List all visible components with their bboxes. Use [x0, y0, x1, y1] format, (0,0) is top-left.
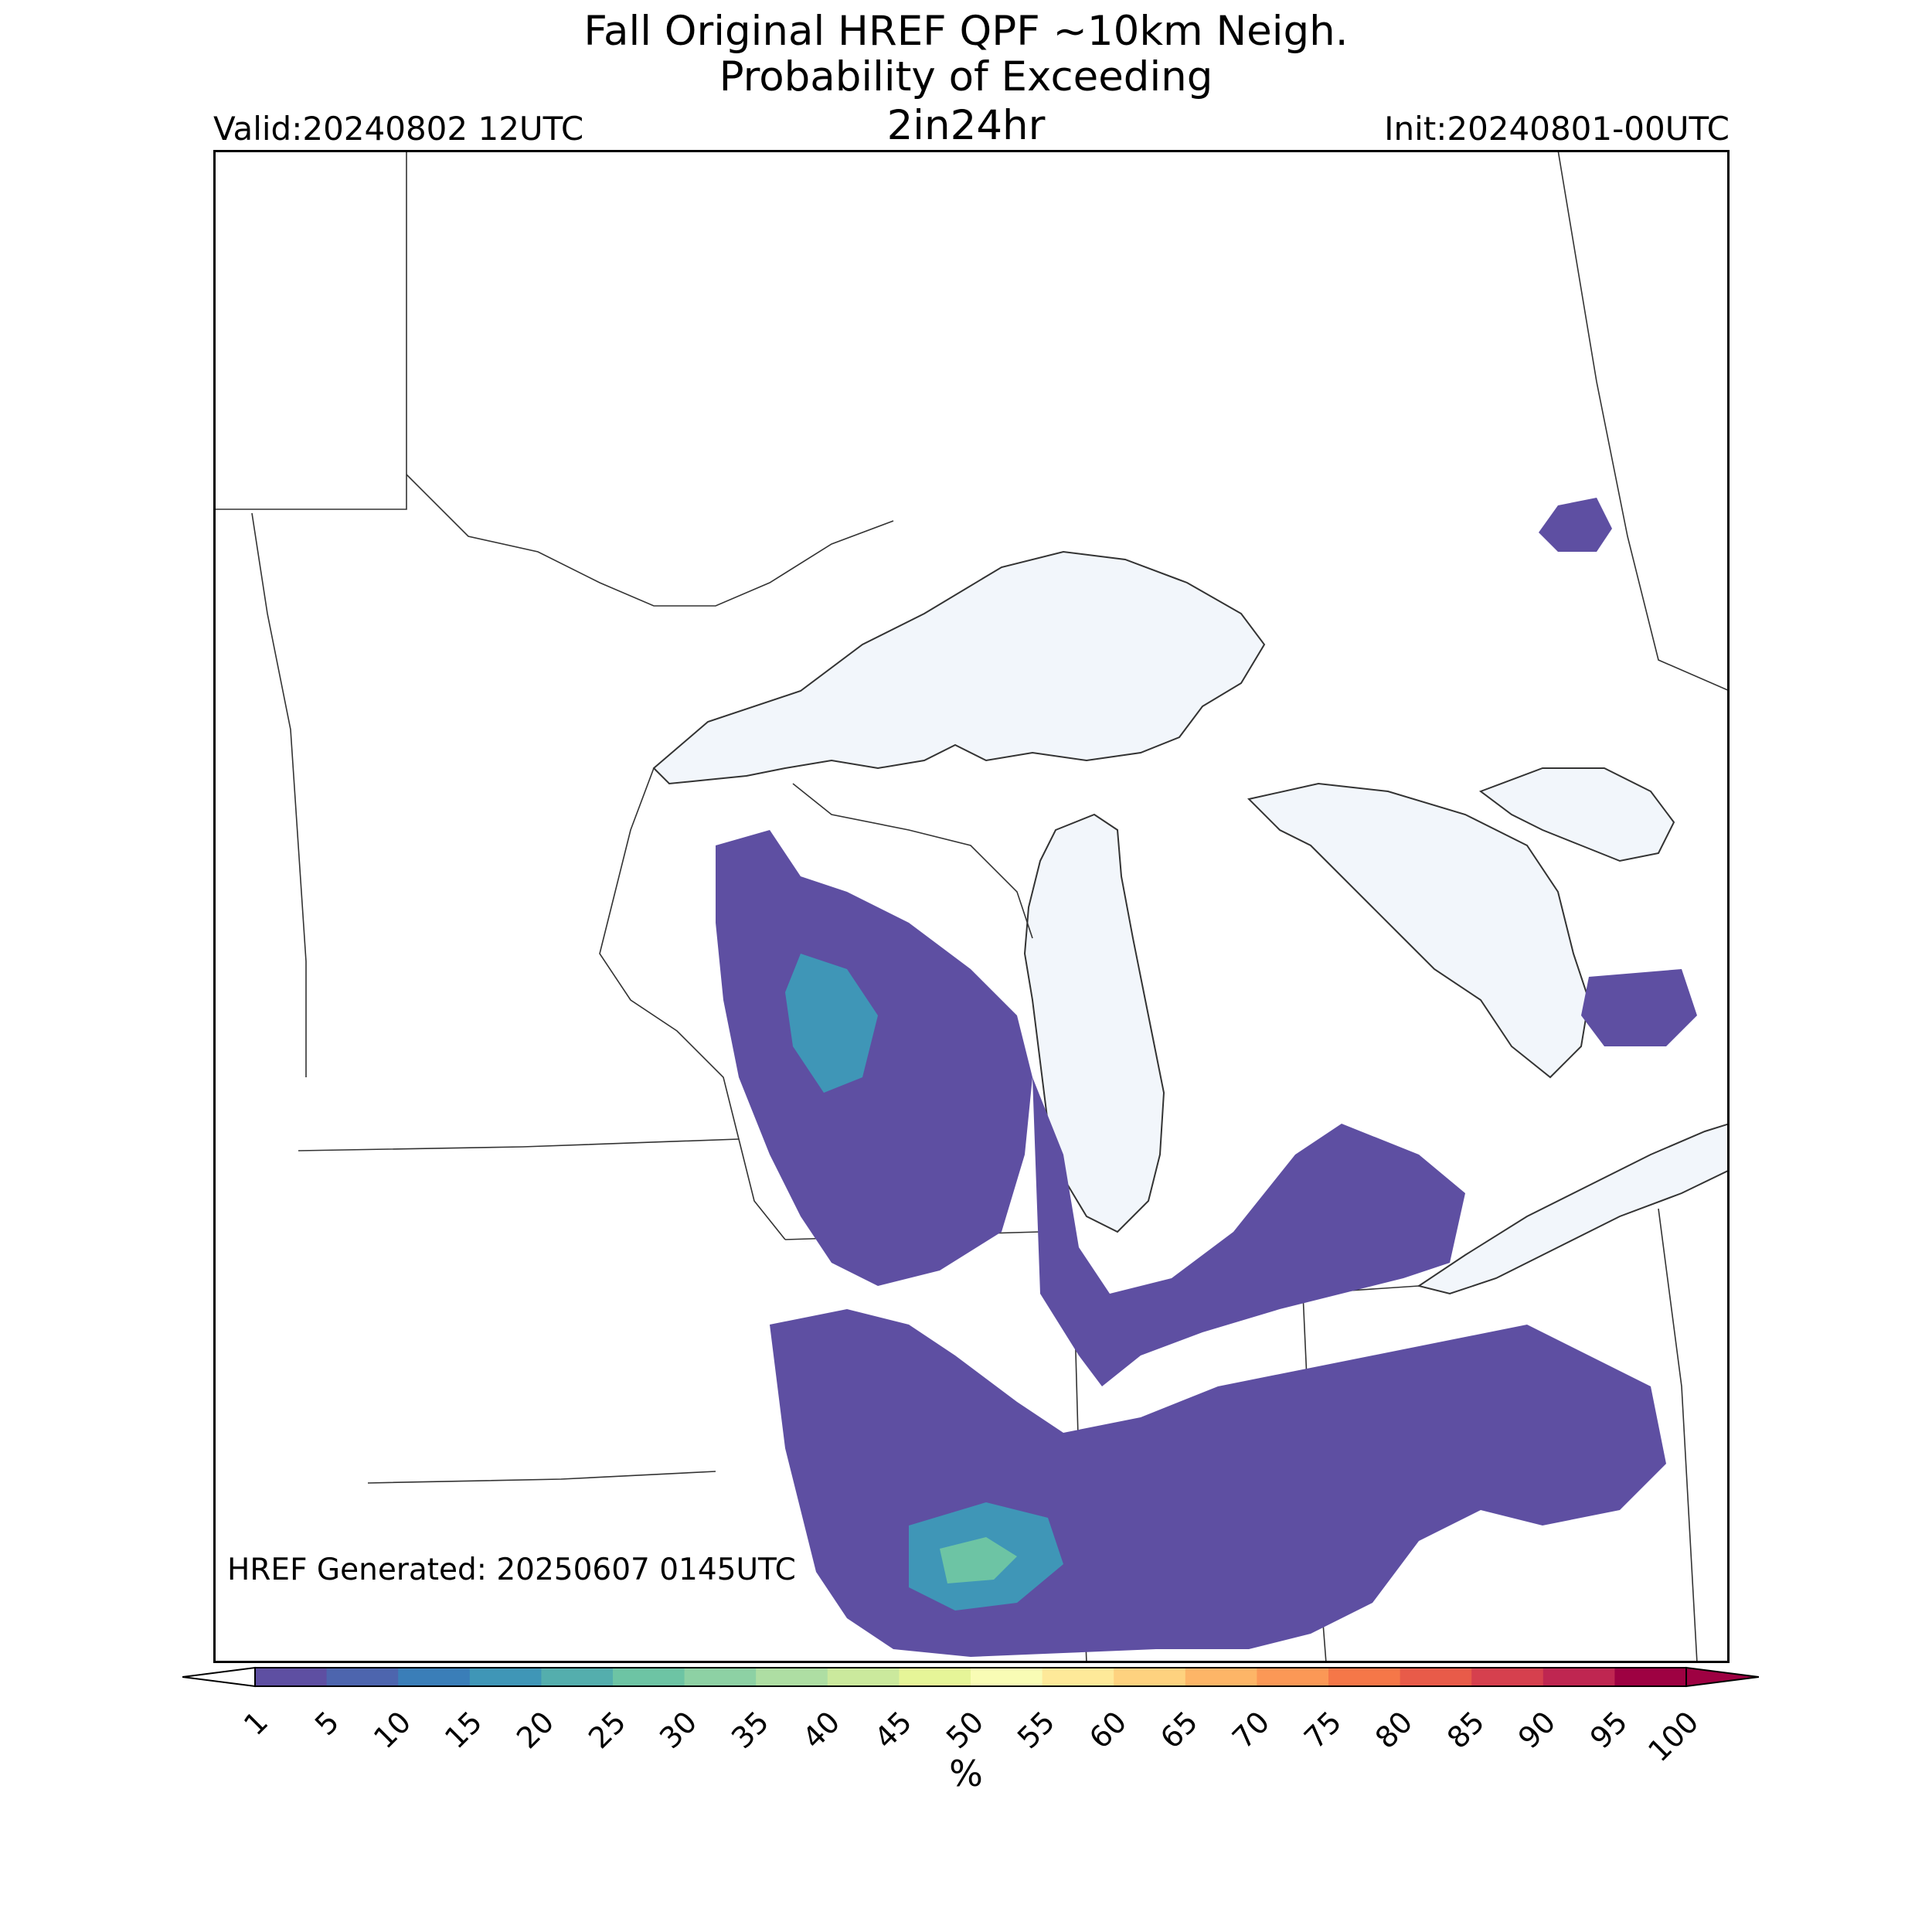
colorbar-tick-label: 5 — [308, 1704, 346, 1743]
colorbar-segment — [1114, 1668, 1186, 1686]
precip-area-ontario — [1539, 498, 1612, 552]
colorbar-segment — [469, 1668, 542, 1686]
colorbar-tick-label: 80 — [1369, 1704, 1420, 1756]
colorbar-segment — [1543, 1668, 1615, 1686]
colorbar-tick-label: 90 — [1512, 1704, 1563, 1756]
colorbar-extend-high — [1685, 1666, 1759, 1688]
colorbar-tick-label: 75 — [1297, 1704, 1348, 1756]
colorbar-segment — [971, 1668, 1043, 1686]
valid-time: Valid:20240802 12UTC — [213, 110, 584, 148]
probability-map — [213, 150, 1730, 1663]
map-title-line2: Probability of Exceeding — [719, 53, 1213, 100]
colorbar-segment — [899, 1668, 971, 1686]
colorbar-tick-label: 35 — [724, 1704, 776, 1756]
georgian-bay — [1478, 767, 1675, 862]
precip-area-east-of-michigan-lake — [1032, 1077, 1465, 1386]
colorbar-outline — [254, 1667, 1687, 1687]
field-threshold: 2in24hr — [886, 102, 1046, 149]
border-mn-canada — [213, 150, 407, 510]
colorbar-segment — [1400, 1668, 1472, 1686]
colorbar-segment — [684, 1668, 757, 1686]
colorbar-segment — [1042, 1668, 1114, 1686]
colorbar-segment — [255, 1668, 328, 1686]
precip-core-wisconsin — [785, 954, 878, 1093]
border-wi-mi-up — [792, 783, 1033, 939]
border-mn-ia — [298, 1138, 740, 1151]
precip-area-wisconsin — [716, 830, 1032, 1286]
colorbar-tick-label: 45 — [868, 1704, 919, 1756]
colorbar-tick-label: 25 — [581, 1704, 632, 1756]
colorbar-tick-label: 85 — [1440, 1704, 1492, 1756]
colorbar — [182, 1666, 1759, 1688]
colorbar-tick-label: 50 — [939, 1704, 990, 1756]
colorbar-tick-label: 40 — [796, 1704, 847, 1756]
colorbar-tick-label: 30 — [653, 1704, 704, 1756]
border-canada-us-superior — [406, 474, 894, 607]
colorbar-unit: % — [949, 1753, 983, 1794]
lake-erie — [1417, 1122, 1730, 1295]
generated-timestamp: HREF Generated: 20250607 0145UTC — [227, 1553, 796, 1587]
colorbar-segment — [326, 1668, 399, 1686]
colorbar-tick-label: 95 — [1583, 1704, 1634, 1756]
colorbar-segment — [827, 1668, 900, 1686]
colorbar-tick-label: 65 — [1154, 1704, 1205, 1756]
colorbar-segment — [541, 1668, 614, 1686]
colorbar-segment — [1257, 1668, 1329, 1686]
colorbar-extend-low — [182, 1666, 256, 1688]
colorbar-segment — [398, 1668, 471, 1686]
border-ia-mo — [367, 1471, 716, 1484]
colorbar-tick-label: 1 — [236, 1704, 274, 1743]
lake-michigan — [1023, 813, 1165, 1233]
lake-superior — [652, 550, 1266, 785]
map-title-line1: Fall Original HREF QPF ~10km Neigh. — [583, 8, 1349, 55]
init-time: Init:20240801-00UTC — [1384, 110, 1730, 148]
colorbar-segment — [756, 1668, 828, 1686]
colorbar-tick-label: 70 — [1226, 1704, 1277, 1756]
colorbar-tick-label: 60 — [1082, 1704, 1134, 1756]
colorbar-tick-label: 10 — [366, 1704, 418, 1756]
colorbar-segment — [613, 1668, 685, 1686]
great-lakes — [652, 550, 1730, 1295]
colorbar-segment — [1614, 1668, 1687, 1686]
border-oh-pa — [1658, 1208, 1698, 1663]
colorbar-tick-label: 55 — [1011, 1704, 1062, 1756]
border-ontario-quebec — [1557, 150, 1730, 692]
precip-peak-southern — [940, 1537, 1017, 1583]
border-mn-wi — [599, 767, 786, 1240]
border-mn-dakota — [251, 512, 307, 1077]
colorbar-segment — [1185, 1668, 1257, 1686]
colorbar-segment — [1328, 1668, 1401, 1686]
probability-shading — [716, 498, 1697, 1657]
precip-area-ontario-east — [1581, 969, 1697, 1046]
colorbar-tick-label: 15 — [438, 1704, 489, 1756]
colorbar-tick-label: 20 — [510, 1704, 561, 1756]
colorbar-segment — [1471, 1668, 1544, 1686]
lake-huron — [1247, 782, 1590, 1079]
map-frame — [213, 150, 1730, 1663]
